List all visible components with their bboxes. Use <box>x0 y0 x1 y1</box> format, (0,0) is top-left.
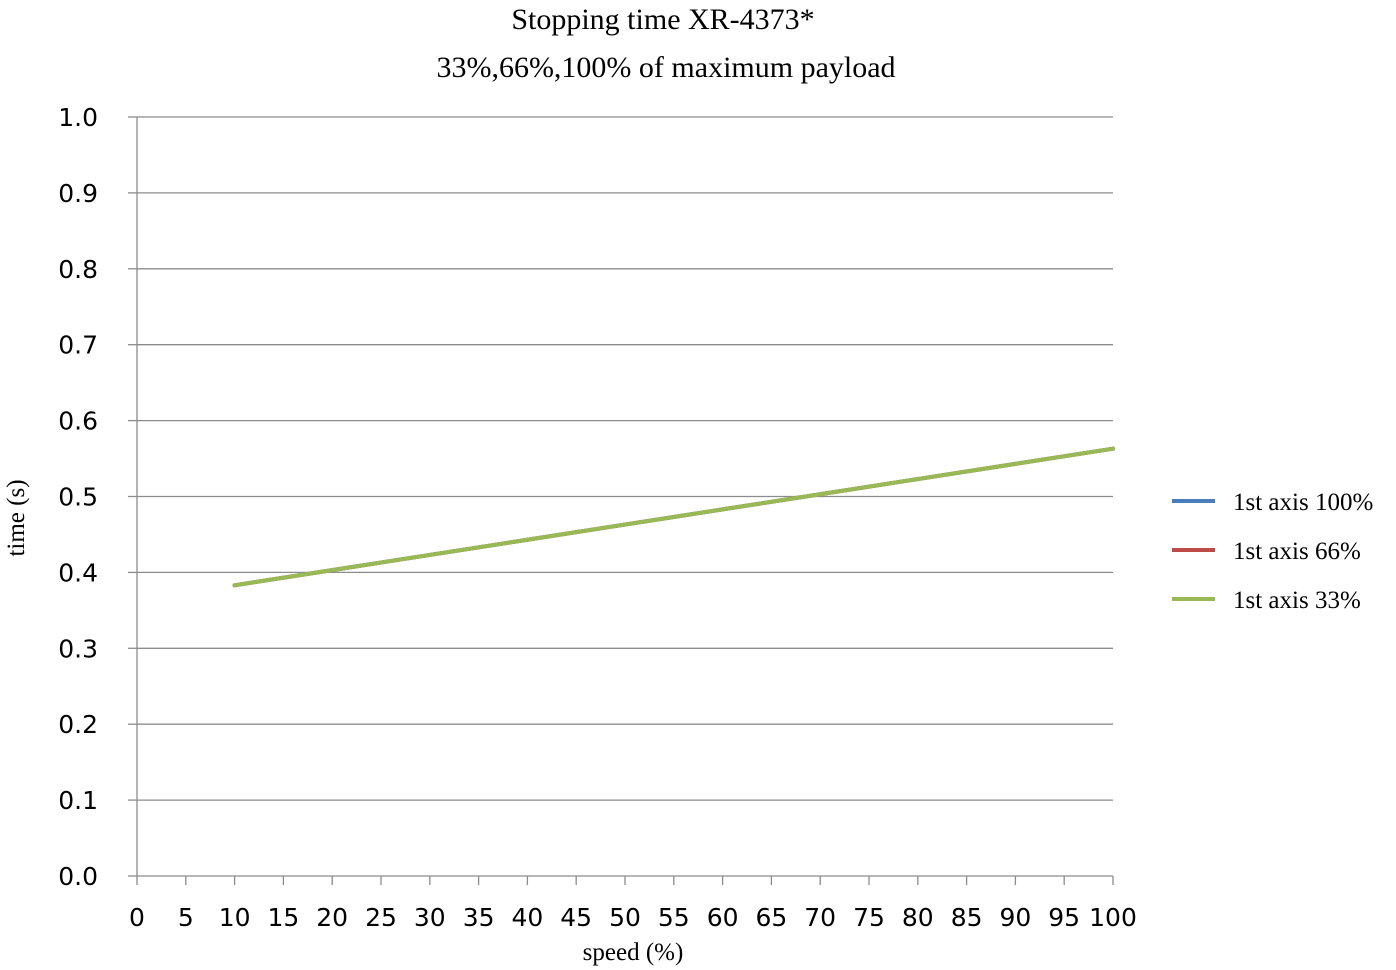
y-tick-label: 0.9 <box>58 179 98 208</box>
y-tick-label: 0.8 <box>58 255 98 284</box>
x-tick-label: 70 <box>804 903 836 932</box>
x-tick-label: 80 <box>902 903 934 932</box>
y-tick-label: 0.6 <box>58 407 98 436</box>
x-axis-label: speed (%) <box>583 939 684 966</box>
x-tick-label: 75 <box>853 903 885 932</box>
legend-label: 1st axis 33% <box>1233 587 1361 614</box>
x-tick-label: 40 <box>511 903 543 932</box>
y-tick-label: 1.0 <box>58 103 98 132</box>
chart-title: Stopping time XR-4373* <box>511 3 814 36</box>
x-tick-label: 30 <box>414 903 446 932</box>
chart-subtitle: 33%,66%,100% of maximum payload <box>436 51 895 84</box>
series-line-2 <box>232 446 1115 588</box>
legend-label: 1st axis 66% <box>1233 538 1361 565</box>
y-tick-label: 0.4 <box>58 558 98 587</box>
x-tick-label: 45 <box>560 903 592 932</box>
x-tick-label: 100 <box>1089 903 1137 932</box>
y-tick-label: 0.0 <box>58 862 98 891</box>
x-tick-label: 0 <box>129 903 145 932</box>
y-axis-label: time (s) <box>3 479 30 556</box>
y-tick-label: 0.2 <box>58 710 98 739</box>
x-tick-label: 65 <box>755 903 787 932</box>
x-tick-label: 20 <box>316 903 348 932</box>
x-tick-label: 85 <box>951 903 983 932</box>
x-tick-label: 25 <box>365 903 397 932</box>
y-tick-label: 0.5 <box>58 483 98 512</box>
y-tick-label: 0.3 <box>58 634 98 663</box>
x-tick-label: 35 <box>463 903 495 932</box>
x-tick-label: 60 <box>707 903 739 932</box>
x-tick-label: 5 <box>178 903 194 932</box>
x-tick-label: 10 <box>219 903 251 932</box>
legend-label: 1st axis 100% <box>1233 489 1373 516</box>
y-tick-label: 0.1 <box>58 786 98 815</box>
x-tick-label: 55 <box>658 903 690 932</box>
x-tick-label: 50 <box>609 903 641 932</box>
x-tick-label: 90 <box>999 903 1031 932</box>
x-tick-label: 15 <box>267 903 299 932</box>
y-tick-label: 0.7 <box>58 331 98 360</box>
x-tick-label: 95 <box>1048 903 1080 932</box>
